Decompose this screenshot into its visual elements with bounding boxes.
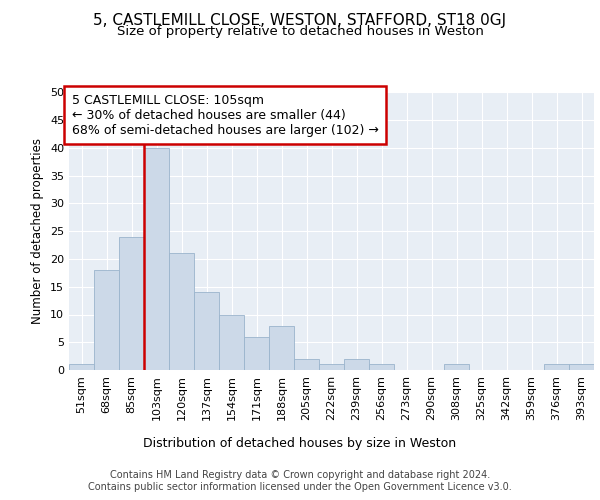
Bar: [444, 364, 469, 370]
Bar: [369, 364, 394, 370]
Text: Contains public sector information licensed under the Open Government Licence v3: Contains public sector information licen…: [88, 482, 512, 492]
Text: Contains HM Land Registry data © Crown copyright and database right 2024.: Contains HM Land Registry data © Crown c…: [110, 470, 490, 480]
Bar: [269, 326, 294, 370]
Y-axis label: Number of detached properties: Number of detached properties: [31, 138, 44, 324]
Bar: [194, 292, 219, 370]
Text: 5 CASTLEMILL CLOSE: 105sqm
← 30% of detached houses are smaller (44)
68% of semi: 5 CASTLEMILL CLOSE: 105sqm ← 30% of deta…: [71, 94, 379, 137]
Bar: [294, 359, 319, 370]
Bar: [94, 270, 119, 370]
Bar: [169, 254, 194, 370]
Bar: [344, 359, 369, 370]
Bar: [119, 237, 144, 370]
Bar: [144, 148, 169, 370]
Bar: [319, 364, 344, 370]
Bar: [219, 314, 244, 370]
Bar: [569, 364, 594, 370]
Bar: [544, 364, 569, 370]
Text: Distribution of detached houses by size in Weston: Distribution of detached houses by size …: [143, 438, 457, 450]
Text: 5, CASTLEMILL CLOSE, WESTON, STAFFORD, ST18 0GJ: 5, CASTLEMILL CLOSE, WESTON, STAFFORD, S…: [94, 12, 506, 28]
Bar: [69, 364, 94, 370]
Bar: [244, 336, 269, 370]
Text: Size of property relative to detached houses in Weston: Size of property relative to detached ho…: [116, 25, 484, 38]
